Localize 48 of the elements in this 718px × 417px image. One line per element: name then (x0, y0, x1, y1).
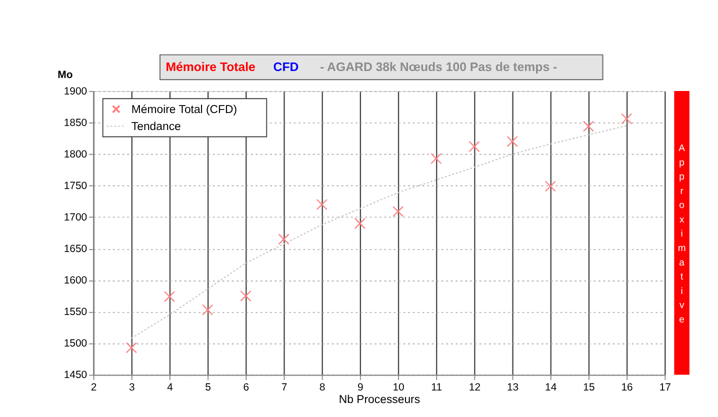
x-tick-label: 12 (468, 382, 481, 394)
y-tick-label: 1450 (64, 370, 88, 382)
point (126, 342, 137, 354)
legend-label: Mémoire Total (CFD) (131, 104, 238, 116)
text: - AGARD 38k Nœuds 100 Pas de temps - (320, 60, 558, 74)
x-tick-label: 4 (167, 382, 174, 394)
y-tick-label: 1500 (64, 338, 88, 350)
y-tick-label: 1850 (64, 118, 88, 129)
y-tick-label: 1550 (64, 307, 88, 318)
x-tick-label: 10 (392, 382, 405, 394)
x-tick-label: 9 (358, 382, 364, 394)
y-tick-label: 1650 (64, 244, 88, 255)
point (430, 152, 442, 164)
x-tick-label: 14 (545, 382, 557, 394)
y-tick-label: 1800 (64, 149, 88, 160)
y-tick-label: 1750 (64, 180, 88, 192)
point (316, 198, 328, 210)
point (164, 291, 176, 302)
point (468, 140, 480, 152)
x-tick-label: 16 (621, 382, 634, 394)
point (544, 180, 556, 192)
x-tick-label: 7 (281, 382, 288, 394)
point (621, 113, 632, 124)
x-tick-label: 13 (506, 382, 519, 394)
x-tick-label: 17 (659, 382, 672, 394)
x-tick-label: 11 (431, 382, 442, 394)
x-tick-label: 6 (243, 382, 250, 394)
chart-subtitle: CFD (273, 60, 299, 74)
x-tick-label: 3 (128, 382, 135, 394)
point (354, 218, 366, 230)
x-axis-title: Nb Processeurs (338, 394, 420, 406)
y-axis-title: Mo (58, 70, 73, 82)
point (506, 136, 518, 148)
x-tick-label: 2 (90, 382, 97, 394)
point (278, 234, 290, 245)
y-tick-label: 1600 (64, 276, 88, 287)
point (392, 206, 404, 218)
x-tick-label: 8 (319, 382, 326, 394)
chart-title: Mémoire Totale (166, 60, 256, 74)
x-tick-label: 5 (205, 382, 212, 394)
legend-label: Tendance (131, 121, 181, 134)
y-tick-label: 1900 (64, 86, 88, 98)
point (582, 120, 594, 132)
x-tick-label: 15 (583, 382, 595, 394)
point (202, 304, 214, 316)
y-tick-label: 1700 (64, 212, 88, 224)
text: Approximative (678, 143, 686, 326)
point (240, 290, 252, 302)
